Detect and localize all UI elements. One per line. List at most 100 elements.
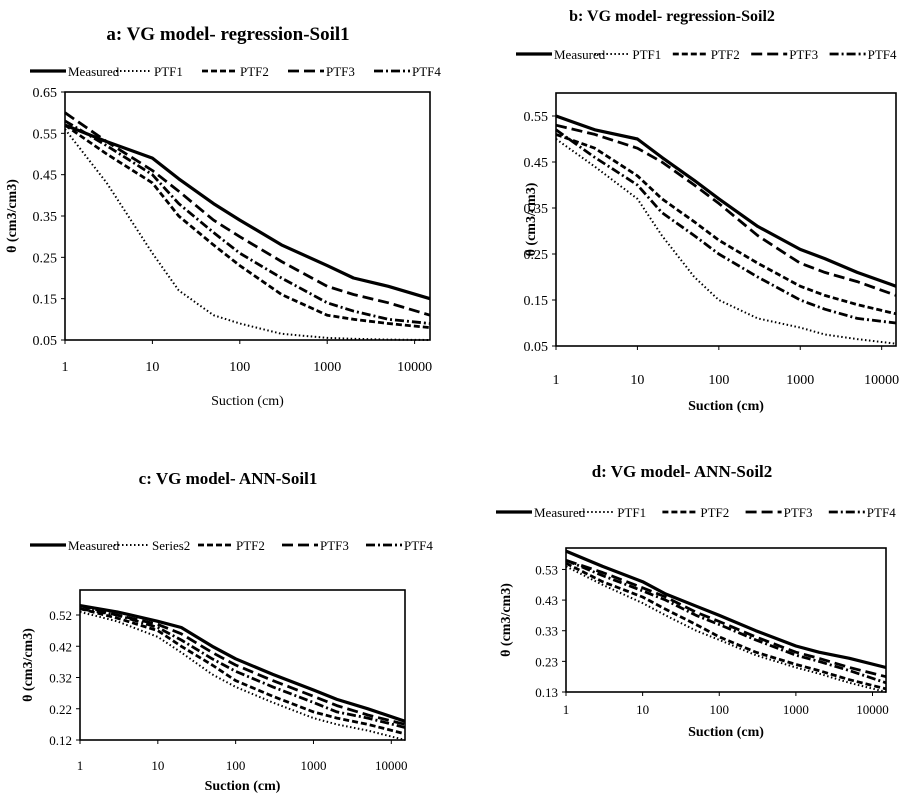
- plot-area: [64, 91, 431, 341]
- y-tick-label: 0.23: [535, 654, 558, 669]
- x-axis: 1 10 100 1000 10000: [553, 346, 899, 388]
- x-axis-label: Suction (cm): [688, 399, 764, 414]
- y-tick-label: 0.15: [524, 294, 549, 309]
- legend-label-measured: Measured: [534, 505, 586, 520]
- y-tick-label: 0.52: [49, 608, 72, 623]
- x-axis: 1 10 100 1000 10000: [563, 692, 889, 717]
- legend-label-ptf3: PTF3: [320, 538, 349, 553]
- series-line-measured: [565, 549, 887, 670]
- x-tick-label: 10000: [856, 702, 889, 717]
- legend-label-ptf1: PTF1: [632, 47, 661, 62]
- chart-panel-a: a: VG model- regression-Soil1 Measured PTF…: [0, 0, 456, 420]
- y-tick-label: 0.05: [33, 334, 58, 349]
- y-axis-label: θ (cm3/cm3): [524, 182, 539, 256]
- chart-legend: Measured Series2 PTF2 PTF3 PTF4: [30, 538, 433, 553]
- chart-c-svg: c: VG model- ANN-Soil1 Measured Series2 PTF…: [21, 469, 433, 794]
- y-tick-label: 0.13: [535, 685, 558, 700]
- y-tick-label: 0.22: [49, 702, 72, 717]
- legend-label-measured: Measured: [68, 538, 120, 553]
- y-tick-label: 0.45: [524, 156, 549, 171]
- chart-panel-d: d: VG model- ANN-Soil2 Measured PTF1 PTF2 PT…: [456, 420, 912, 798]
- x-tick-label: 10000: [864, 373, 899, 388]
- y-axis-label: θ (cm3/cm3): [21, 628, 36, 702]
- series-line-measured: [64, 123, 431, 301]
- y-tick-label: 0.35: [524, 202, 549, 217]
- y-tick-label: 0.15: [33, 293, 58, 308]
- x-axis: 1 10 100 1000 10000: [62, 340, 432, 375]
- x-tick-label: 100: [226, 758, 246, 773]
- series-line-ptf4: [64, 119, 431, 325]
- chart-panel-b: b: VG model- regression-Soil2 Measured PTF…: [456, 0, 912, 420]
- legend-label-ptf3: PTF3: [784, 505, 813, 520]
- y-tick-label: 0.25: [524, 248, 549, 263]
- series-line-ptf2: [555, 133, 897, 316]
- chart-title: a: VG model- regression-Soil1: [106, 24, 349, 45]
- legend-label-ptf4: PTF4: [867, 505, 896, 520]
- series-line-ptf2: [64, 123, 431, 329]
- legend-label-ptf1: PTF1: [617, 505, 646, 520]
- x-tick-label: 10: [630, 373, 644, 388]
- x-tick-label: 10: [636, 702, 649, 717]
- series-line-series2: [79, 610, 406, 741]
- y-tick-label: 0.55: [524, 110, 549, 125]
- y-axis: 0.12 0.22 0.32 0.42 0.52: [49, 608, 80, 748]
- series-line-measured: [79, 604, 406, 723]
- x-tick-label: 1: [563, 702, 570, 717]
- y-tick-label: 0.43: [535, 593, 558, 608]
- legend-label-ptf2: PTF2: [711, 47, 740, 62]
- x-tick-label: 1000: [313, 360, 341, 375]
- chart-title: d: VG model- ANN-Soil2: [592, 462, 773, 481]
- chart-d-svg: d: VG model- ANN-Soil2 Measured PTF1 PTF2 PT…: [496, 462, 896, 740]
- plot-area: [555, 92, 897, 347]
- series-group: [555, 114, 897, 345]
- y-axis: 0.05 0.15 0.25 0.35 0.45 0.55: [524, 110, 556, 355]
- series-line-ptf4: [79, 607, 406, 729]
- y-axis-label: θ (cm3/cm3): [5, 179, 20, 253]
- y-tick-label: 0.05: [524, 340, 549, 355]
- series-line-ptf2: [79, 607, 406, 736]
- x-axis-label: Suction (cm): [688, 725, 764, 740]
- y-tick-label: 0.33: [535, 624, 558, 639]
- x-tick-label: 10: [145, 360, 159, 375]
- legend-label-ptf2: PTF2: [236, 538, 265, 553]
- y-axis-label: θ (cm3/cm3): [499, 583, 514, 657]
- series-line-ptf3: [79, 604, 406, 726]
- chart-b-svg: b: VG model- regression-Soil2 Measured PTF…: [516, 8, 899, 414]
- series-line-ptf3: [565, 558, 887, 679]
- legend-label-ptf4: PTF4: [868, 47, 897, 62]
- x-axis-label: Suction (cm): [211, 394, 284, 409]
- x-tick-label: 10: [151, 758, 164, 773]
- series-line-ptf4: [565, 559, 887, 685]
- x-tick-label: 1: [62, 360, 69, 375]
- chart-panel-c: c: VG model- ANN-Soil1 Measured Series2 PTF…: [0, 420, 456, 798]
- legend-label-ptf4: PTF4: [404, 538, 433, 553]
- x-tick-label: 1: [553, 373, 560, 388]
- chart-legend: Measured PTF1 PTF2 PTF3 PTF4: [496, 505, 896, 520]
- series-line-measured: [555, 114, 897, 288]
- y-tick-label: 0.35: [33, 210, 58, 225]
- y-tick-label: 0.45: [33, 169, 58, 184]
- plot-area: [79, 589, 406, 741]
- y-tick-label: 0.12: [49, 733, 72, 748]
- y-tick-label: 0.32: [49, 671, 72, 686]
- x-tick-label: 10000: [375, 758, 408, 773]
- chart-legend: Measured PTF1 PTF2 PTF3 PTF4: [30, 64, 441, 79]
- plot-area: [565, 547, 887, 693]
- legend-label-ptf1: PTF1: [154, 64, 183, 79]
- legend-label-measured: Measured: [554, 47, 606, 62]
- x-tick-label: 100: [710, 702, 730, 717]
- y-tick-label: 0.65: [33, 86, 58, 101]
- series-group: [565, 549, 887, 693]
- chart-a-svg: a: VG model- regression-Soil1 Measured PTF…: [5, 24, 441, 409]
- x-tick-label: 1000: [786, 373, 814, 388]
- y-tick-label: 0.42: [49, 639, 72, 654]
- y-axis: 0.05 0.15 0.25 0.35 0.45 0.55 0.65: [33, 86, 65, 349]
- x-axis: 1 10 100 1000 10000: [77, 740, 408, 773]
- legend-label-ptf2: PTF2: [700, 505, 729, 520]
- y-tick-label: 0.55: [33, 127, 58, 142]
- chart-legend: Measured PTF1 PTF2 PTF3 PTF4: [516, 47, 897, 62]
- chart-title: c: VG model- ANN-Soil1: [139, 469, 318, 488]
- y-tick-label: 0.25: [33, 251, 58, 266]
- legend-label-series2: Series2: [152, 538, 190, 553]
- series-line-ptf1: [555, 138, 897, 345]
